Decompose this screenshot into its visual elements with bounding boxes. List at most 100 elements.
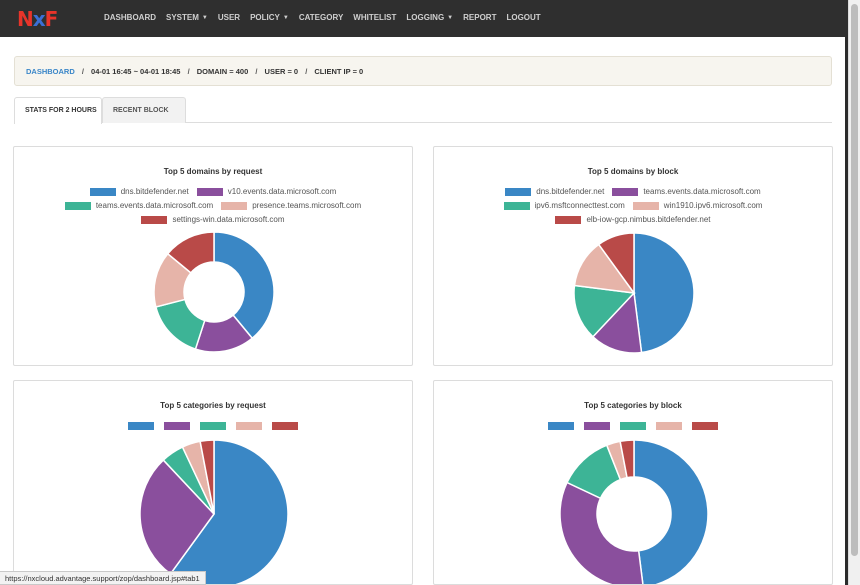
chart-panel-domains-by-block: Top 5 domains by block dns.bitdefender.n… (433, 146, 833, 366)
nav-category[interactable]: CATEGORY (298, 13, 344, 22)
nav-system[interactable]: SYSTEM ▼ (166, 13, 208, 22)
legend-swatch (272, 422, 298, 430)
tab-recent-block[interactable]: RECENT BLOCK (102, 97, 186, 123)
window-edge (845, 37, 848, 585)
donut-slice[interactable] (633, 439, 709, 585)
legend-swatch (656, 422, 682, 430)
pie-chart (139, 439, 289, 585)
pie-slice[interactable] (199, 439, 215, 515)
nav-dashboard[interactable]: DASHBOARD (104, 13, 156, 22)
pie-slice[interactable] (169, 439, 289, 585)
legend-item[interactable]: win1910.ipv6.microsoft.com (632, 201, 762, 210)
legend-item[interactable]: presence.teams.microsoft.com (221, 201, 361, 210)
legend-item[interactable]: elb-iow-gcp.nimbus.bitdefender.net (555, 215, 711, 224)
legend-item[interactable] (164, 422, 190, 430)
nav-policy[interactable]: POLICY ▼ (250, 13, 289, 22)
legend-swatch (200, 422, 226, 430)
donut-chart (153, 231, 275, 353)
breadcrumb-separator: / (305, 67, 308, 76)
chart-legend (434, 422, 832, 430)
breadcrumb-separator: / (187, 67, 190, 76)
legend-item[interactable]: dns.bitdefender.net (505, 187, 604, 196)
pie-slice[interactable] (139, 458, 215, 575)
nav-report[interactable]: REPORT (463, 13, 497, 22)
legend-swatch (89, 187, 116, 196)
legend-swatch (692, 422, 718, 430)
page-scrollbar[interactable] (848, 0, 860, 585)
chart-panel-domains-by-request: Top 5 domains by request dns.bitdefender… (13, 146, 413, 366)
legend-item[interactable]: settings-win.data.microsoft.com (141, 215, 285, 224)
nav-whitelist[interactable]: WHITELIST (353, 13, 397, 22)
legend-item[interactable]: teams.events.data.microsoft.com (64, 201, 213, 210)
pie-chart (573, 232, 695, 354)
legend-item[interactable] (692, 422, 718, 430)
chart-legend: settings-win.data.microsoft.com (14, 215, 412, 224)
legend-item[interactable]: v10.events.data.microsoft.com (196, 187, 336, 196)
breadcrumb: DASHBOARD / 04-01 16:45 ~ 04-01 18:45 / … (14, 56, 832, 86)
legend-swatch (221, 201, 248, 210)
chart-title: Top 5 domains by request (163, 167, 263, 176)
breadcrumb-domain-count: DOMAIN = 400 (196, 67, 249, 76)
legend-swatch (548, 422, 574, 430)
chart-legend: teams.events.data.microsoft.com presence… (14, 201, 412, 210)
pie-slice[interactable] (633, 232, 695, 354)
tab-bar: STATS FOR 2 HOURS RECENT BLOCK (14, 97, 832, 124)
chart-title: Top 5 domains by block (587, 167, 679, 176)
legend-item[interactable] (236, 422, 262, 430)
breadcrumb-user-count: USER = 0 (264, 67, 299, 76)
legend-item[interactable]: ipv6.msftconnecttest.com (503, 201, 625, 210)
logo-letter-f: F (44, 7, 59, 31)
legend-swatch (141, 215, 168, 224)
legend-item[interactable] (128, 422, 154, 430)
nav-logging[interactable]: LOGGING ▼ (406, 13, 454, 22)
legend-swatch (196, 187, 223, 196)
chart-legend (14, 422, 412, 430)
donut-chart (559, 439, 709, 585)
breadcrumb-client-ip: CLIENT IP = 0 (314, 67, 364, 76)
legend-item[interactable] (548, 422, 574, 430)
donut-slice[interactable] (154, 298, 206, 351)
legend-swatch (64, 201, 91, 210)
legend-item[interactable] (620, 422, 646, 430)
legend-swatch (505, 187, 532, 196)
browser-status-bar: https://nxcloud.advantage.support/zop/da… (0, 571, 206, 585)
legend-item[interactable]: dns.bitdefender.net (89, 187, 189, 196)
breadcrumb-time-range: 04-01 16:45 ~ 04-01 18:45 (91, 67, 181, 76)
tab-stats-2-hours[interactable]: STATS FOR 2 HOURS (14, 97, 102, 124)
logo-letter-n: N (17, 7, 34, 31)
chart-title: Top 5 categories by request (160, 401, 266, 410)
legend-item[interactable] (656, 422, 682, 430)
pie-slice[interactable] (573, 284, 636, 338)
legend-swatch (612, 187, 639, 196)
breadcrumb-separator: / (255, 67, 258, 76)
chart-legend: elb-iow-gcp.nimbus.bitdefender.net (434, 215, 832, 224)
legend-item[interactable]: teams.events.data.microsoft.com (612, 187, 761, 196)
pie-slice[interactable] (597, 232, 635, 296)
chart-panel-categories-by-block: Top 5 categories by block (433, 380, 833, 585)
breadcrumb-dashboard-link[interactable]: DASHBOARD (26, 67, 75, 76)
legend-swatch (555, 215, 582, 224)
chart-title: Top 5 categories by block (584, 401, 682, 410)
legend-swatch (164, 422, 190, 430)
logo-letter-x: x (32, 7, 46, 31)
legend-item[interactable] (200, 422, 226, 430)
nav-logout[interactable]: LOGOUT (506, 13, 541, 22)
pie-slice[interactable] (591, 291, 643, 354)
chart-legend: dns.bitdefender.net teams.events.data.mi… (434, 187, 832, 196)
donut-slice[interactable] (559, 481, 644, 585)
chevron-down-icon: ▼ (282, 15, 289, 21)
donut-slice[interactable] (619, 439, 635, 479)
breadcrumb-separator: / (81, 67, 84, 76)
legend-item[interactable] (272, 422, 298, 430)
chevron-down-icon: ▼ (447, 15, 454, 21)
legend-swatch (632, 201, 659, 210)
legend-item[interactable] (584, 422, 610, 430)
nav-user[interactable]: USER (217, 13, 241, 22)
chart-legend: ipv6.msftconnecttest.com win1910.ipv6.mi… (434, 201, 832, 210)
donut-slice[interactable] (213, 231, 275, 340)
donut-slice[interactable] (166, 231, 215, 274)
top-navbar: NxF DASHBOARD SYSTEM ▼ USER POLICY ▼ CATEG… (0, 0, 848, 37)
scrollbar-thumb[interactable] (851, 4, 858, 556)
chart-legend: dns.bitdefender.net v10.events.data.micr… (14, 187, 412, 196)
nxf-logo[interactable]: NxF (17, 7, 59, 31)
